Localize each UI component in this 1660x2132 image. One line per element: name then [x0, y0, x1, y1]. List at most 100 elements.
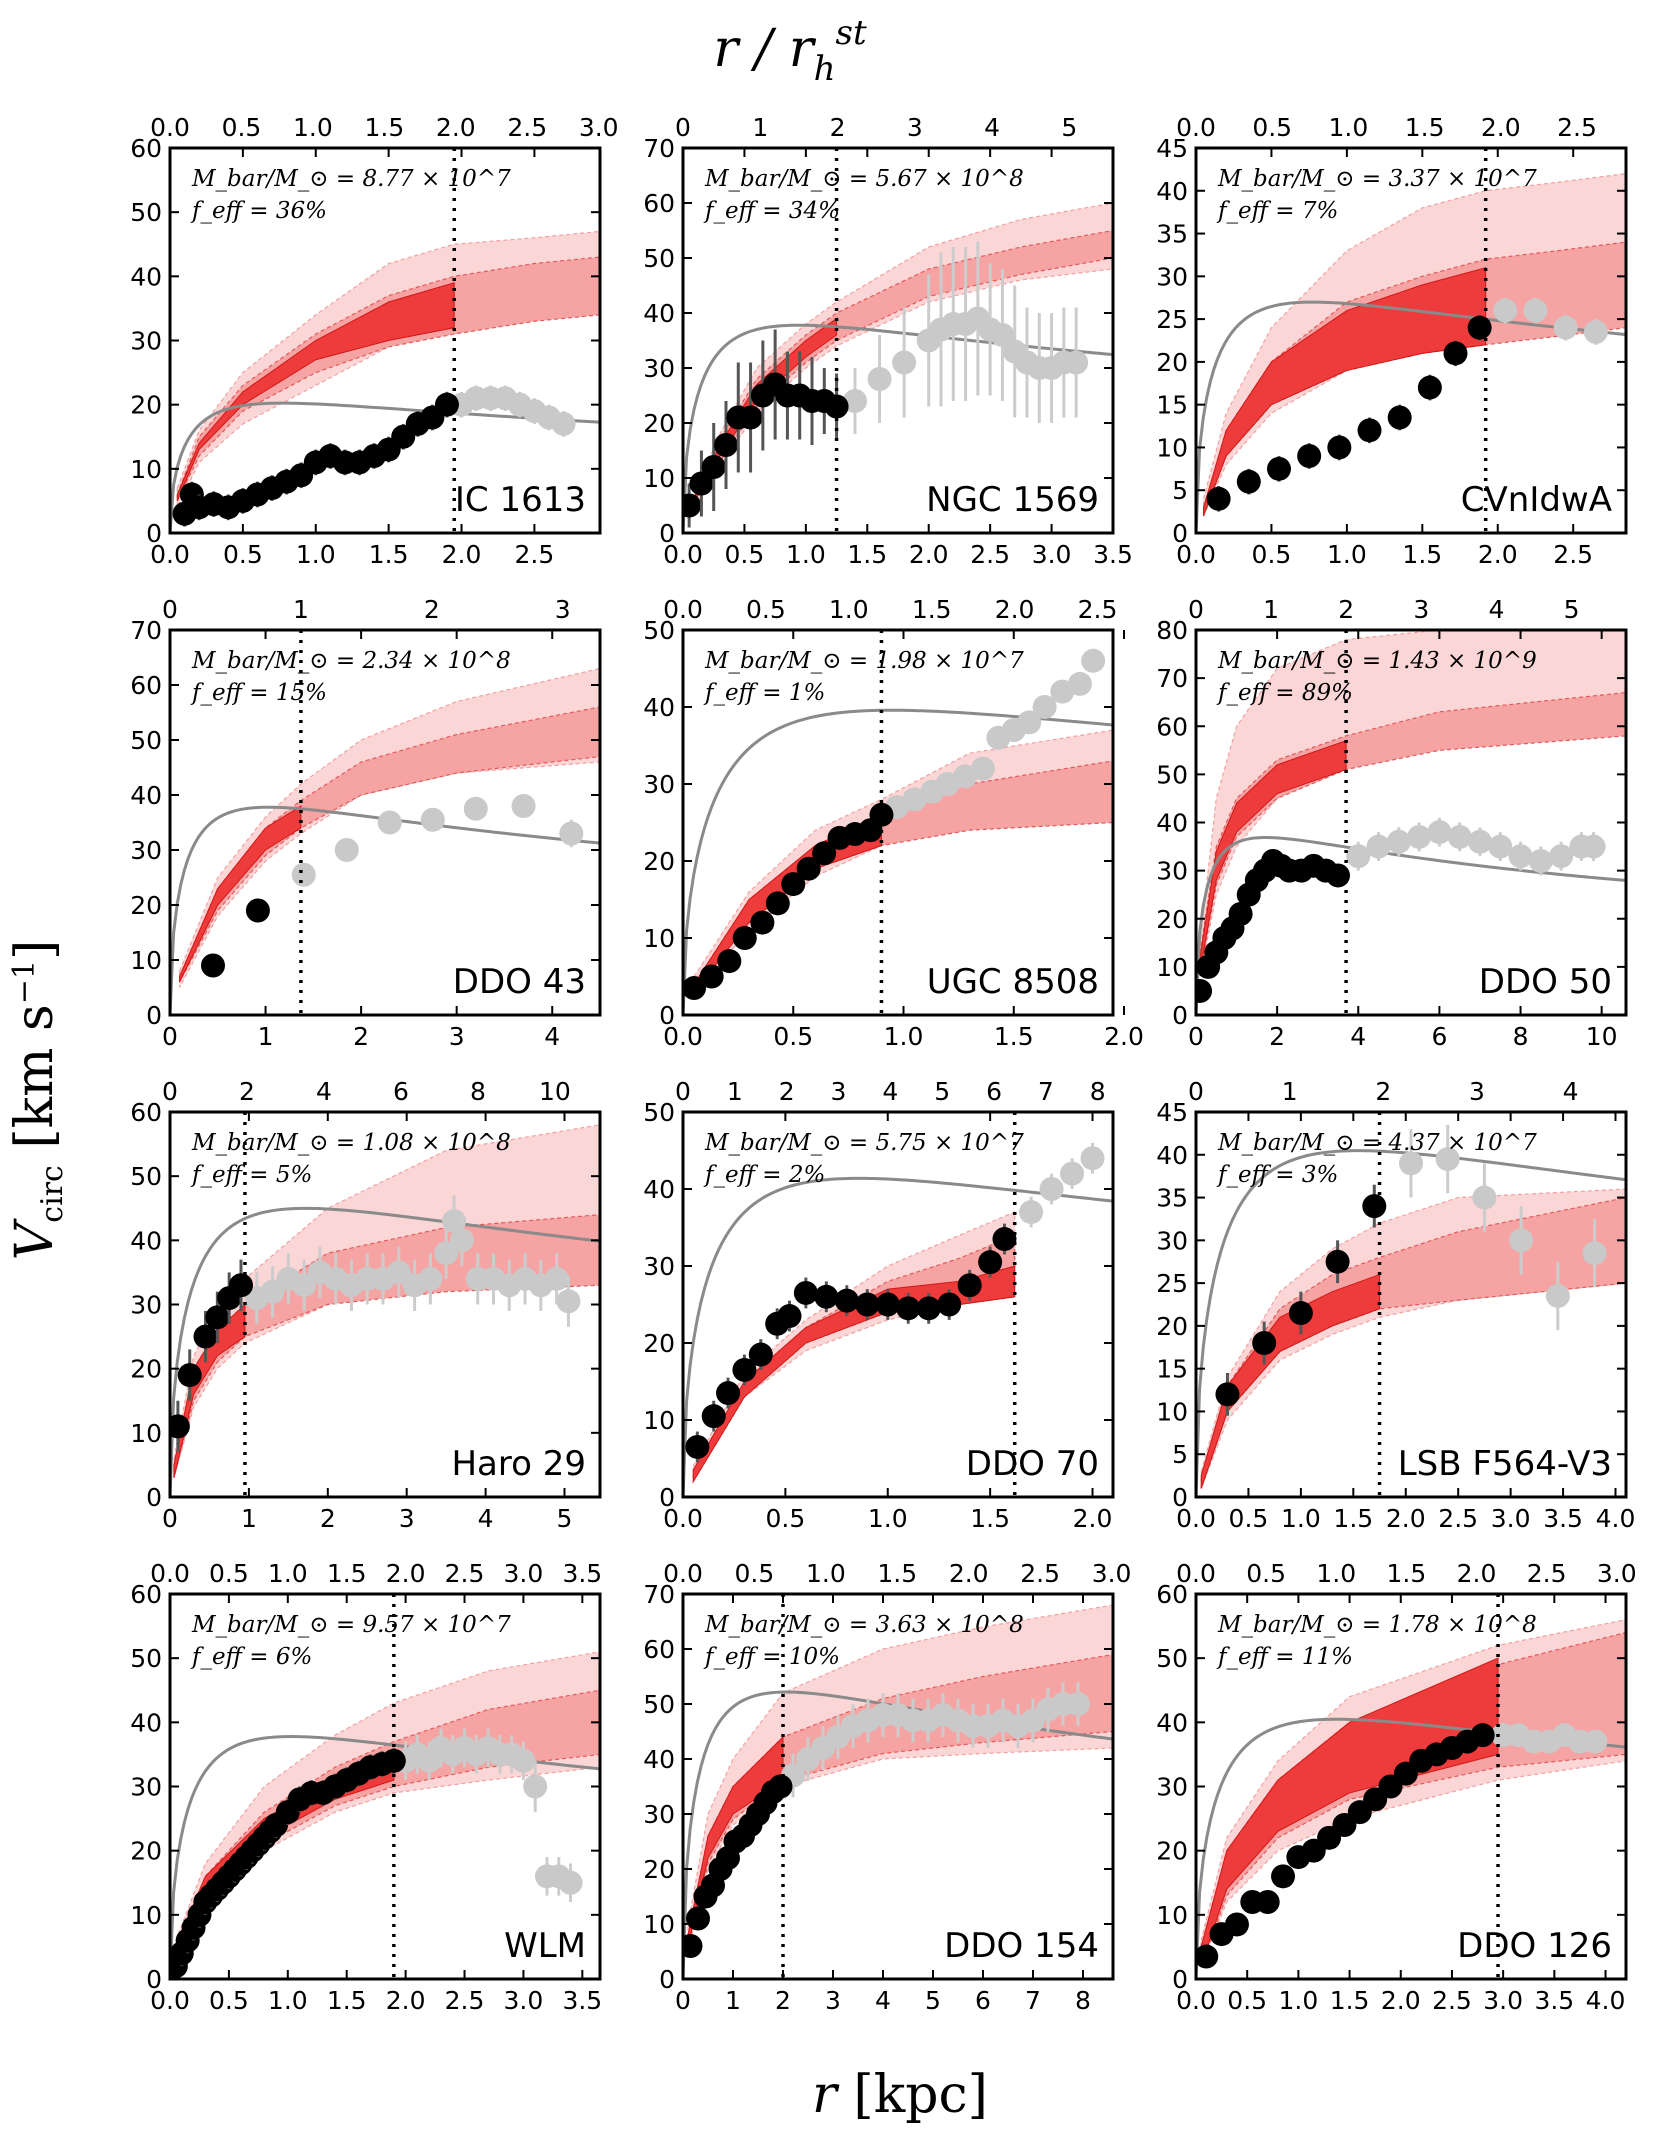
top-tick-label: 4 — [1489, 595, 1505, 624]
panel-lsb-f564-v3: 0.0 0.5 1.0 1.5 2.0 2.5 3.0 3.5 4.00 1 2 3 405101520… — [1156, 1077, 1635, 1533]
x-tick-label: 1.0 — [1278, 1986, 1318, 2015]
data-point-outer — [1493, 298, 1518, 323]
mass-annotation: M_bar/M_⊙ = 3.63 × 10^8 — [704, 1612, 1024, 1638]
feff-annotation: f_eff = 89% — [1216, 680, 1353, 706]
top-tick-label: 5 — [934, 1077, 950, 1106]
data-point-inner — [1297, 444, 1322, 468]
x-tick-label: 3.0 — [504, 1986, 544, 2015]
feff-annotation: f_eff = 34% — [703, 198, 840, 224]
top-tick-label: 3 — [907, 113, 923, 142]
feff-annotation: f_eff = 6% — [190, 1644, 312, 1670]
y-tick-label: 25 — [1156, 305, 1188, 334]
y-tick-label: 35 — [1156, 220, 1188, 249]
top-tick-label: 3 — [831, 1077, 847, 1106]
data-point-inner — [824, 394, 849, 419]
data-point-outer — [1467, 829, 1492, 854]
galaxy-name: DDO 50 — [1479, 962, 1612, 1002]
y-tick-label: 60 — [643, 1635, 675, 1664]
top-tick-label: 8 — [1090, 1077, 1106, 1106]
x-tick-label: 2.0 — [1104, 1022, 1144, 1051]
y-tick-label: 50 — [130, 726, 162, 755]
data-point-inner — [978, 1250, 1003, 1275]
y-tick-label: 40 — [130, 262, 162, 291]
y-tick-label: 20 — [130, 391, 162, 420]
y-tick-label: 35 — [1156, 1184, 1188, 1213]
panel-wlm: 0.0 0.5 1.0 1.5 2.0 2.5 3.0 3.5 0.0 0.5 1.0 1.5 2.0 2… — [130, 1559, 602, 2015]
y-tick-label: 0 — [659, 1965, 675, 1994]
x-tick-label: 1.5 — [1333, 1504, 1373, 1533]
y-tick-label: 0 — [146, 519, 162, 548]
data-point-outer — [463, 796, 488, 821]
top-tick-label: 1.5 — [1405, 113, 1445, 142]
y-tick-label: 60 — [130, 1580, 162, 1609]
mass-annotation: M_bar/M_⊙ = 1.78 × 10^8 — [1217, 1612, 1537, 1638]
data-point-outer — [1447, 824, 1472, 849]
data-point-outer — [1366, 834, 1391, 859]
plot-area — [1196, 1594, 1626, 1979]
data-point-outer — [1545, 1283, 1570, 1308]
data-point-inner — [245, 898, 270, 923]
band-inner — [1203, 267, 1487, 517]
y-tick-label: 20 — [130, 1837, 162, 1866]
data-point-inner — [685, 1434, 710, 1459]
x-tick-label: 6 — [975, 1986, 991, 2015]
x-tick-label: 8 — [1513, 1022, 1529, 1051]
galaxy-name: UGC 8508 — [927, 962, 1099, 1002]
x-tick-label: 1.5 — [847, 540, 887, 569]
top-tick-label: 1.5 — [327, 1559, 367, 1588]
y-tick-label: 15 — [1156, 391, 1188, 420]
y-tick-label: 0 — [1172, 1965, 1188, 1994]
x-tick-label: 1.5 — [970, 1504, 1010, 1533]
data-point-inner — [1196, 978, 1213, 1003]
data-point-inner — [1327, 435, 1352, 460]
y-tick-label: 20 — [130, 1355, 162, 1384]
panel-ddo-50: 0 2 4 6 8 100 1 2 3 4 501020304050607080M_bar/M_⊙ … — [1156, 595, 1628, 1051]
x-tick-label: 4 — [1350, 1022, 1366, 1051]
top-tick-label: 1.5 — [1386, 1559, 1426, 1588]
mass-annotation: M_bar/M_⊙ = 9.57 × 10^7 — [191, 1612, 511, 1638]
data-point-inner — [750, 910, 775, 935]
model-curve — [683, 708, 1113, 1015]
plot-area — [1196, 630, 1626, 1015]
x-tick-label: 0.0 — [150, 1986, 190, 2015]
data-point-inner — [875, 1292, 900, 1317]
y-tick-label: 40 — [1156, 177, 1188, 206]
data-point-outer — [334, 838, 359, 862]
data-point-inner — [957, 1273, 982, 1298]
data-point-outer — [1583, 1729, 1608, 1754]
top-tick-label: 0.0 — [150, 113, 190, 142]
x-tick-label: 3 — [399, 1504, 415, 1533]
x-tick-label: 1.0 — [884, 1022, 924, 1051]
y-tick-label: 30 — [1156, 1773, 1188, 1802]
y-tick-label: 5 — [1172, 476, 1188, 505]
data-point-inner — [717, 949, 742, 974]
data-point-inner — [869, 802, 894, 827]
plot-area — [170, 630, 600, 1015]
x-tick-label: 5 — [557, 1504, 573, 1533]
y-tick-label: 0 — [1172, 1001, 1188, 1030]
y-tick-label: 25 — [1156, 1269, 1188, 1298]
mass-annotation: M_bar/M_⊙ = 8.77 × 10^7 — [191, 166, 511, 192]
panel-ugc-8508: 0.0 0.5 1.0 1.5 2.0 0.0 0.5 1.0 1.5 2.0 2.5 0 10 20 30… — [643, 595, 1144, 1051]
data-point-outer — [1067, 671, 1092, 696]
data-point-outer — [1583, 319, 1608, 344]
data-point-outer — [867, 367, 892, 391]
x-tick-label: 1.5 — [1402, 540, 1442, 569]
galaxy-name: WLM — [504, 1926, 586, 1966]
y-tick-label: 5 — [1172, 1440, 1188, 1469]
data-point-inner — [732, 1357, 757, 1382]
top-tick-label: 2 — [1375, 1077, 1391, 1106]
top-tick-label: 1.0 — [1316, 1559, 1356, 1588]
data-point-outer — [1488, 834, 1513, 859]
x-tick-label: 2.5 — [1553, 540, 1593, 569]
mass-annotation: M_bar/M_⊙ = 4.37 × 10^7 — [1217, 1130, 1537, 1156]
y-tick-label: 0 — [659, 1001, 675, 1030]
data-point-inner — [1236, 469, 1261, 494]
y-tick-label: 40 — [643, 1175, 675, 1204]
model-curve — [170, 1206, 600, 1497]
feff-annotation: f_eff = 10% — [703, 1644, 840, 1670]
data-point-inner — [1470, 1723, 1495, 1748]
data-point-outer — [1508, 844, 1533, 869]
y-tick-label: 70 — [1156, 664, 1188, 693]
